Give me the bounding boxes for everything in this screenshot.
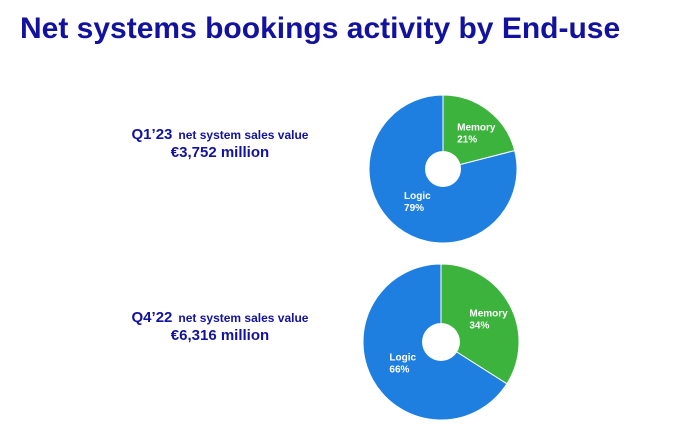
caption-subtitle: net system sales value	[178, 128, 309, 142]
slice-memory	[442, 94, 516, 170]
slice-value-logic: 66%	[389, 365, 409, 376]
slice-value-logic: 79%	[404, 203, 424, 214]
slice-label-memory: Memory	[457, 123, 496, 134]
total-value: €3,752 million	[170, 144, 270, 161]
chart-caption-q4-22: Q4’22 net system sales value €6,316 milli…	[100, 309, 340, 345]
chart-caption-q1-23: Q1’23 net system sales value €3,752 milli…	[100, 126, 340, 162]
page-title: Net systems bookings activity by End-use	[20, 12, 621, 45]
donut-hole	[422, 323, 460, 361]
total-value: €6,316 million	[170, 327, 270, 344]
slice-label-logic: Logic	[389, 353, 416, 364]
slice-value-memory: 34%	[469, 321, 489, 332]
donut-hole	[425, 151, 461, 187]
slice-label-logic: Logic	[404, 191, 431, 202]
period-label: Q4’22	[131, 309, 173, 326]
caption-subtitle: net system sales value	[178, 311, 309, 325]
period-label: Q1’23	[131, 126, 173, 143]
slice-value-memory: 21%	[457, 135, 477, 146]
slice-label-memory: Memory	[469, 309, 508, 320]
